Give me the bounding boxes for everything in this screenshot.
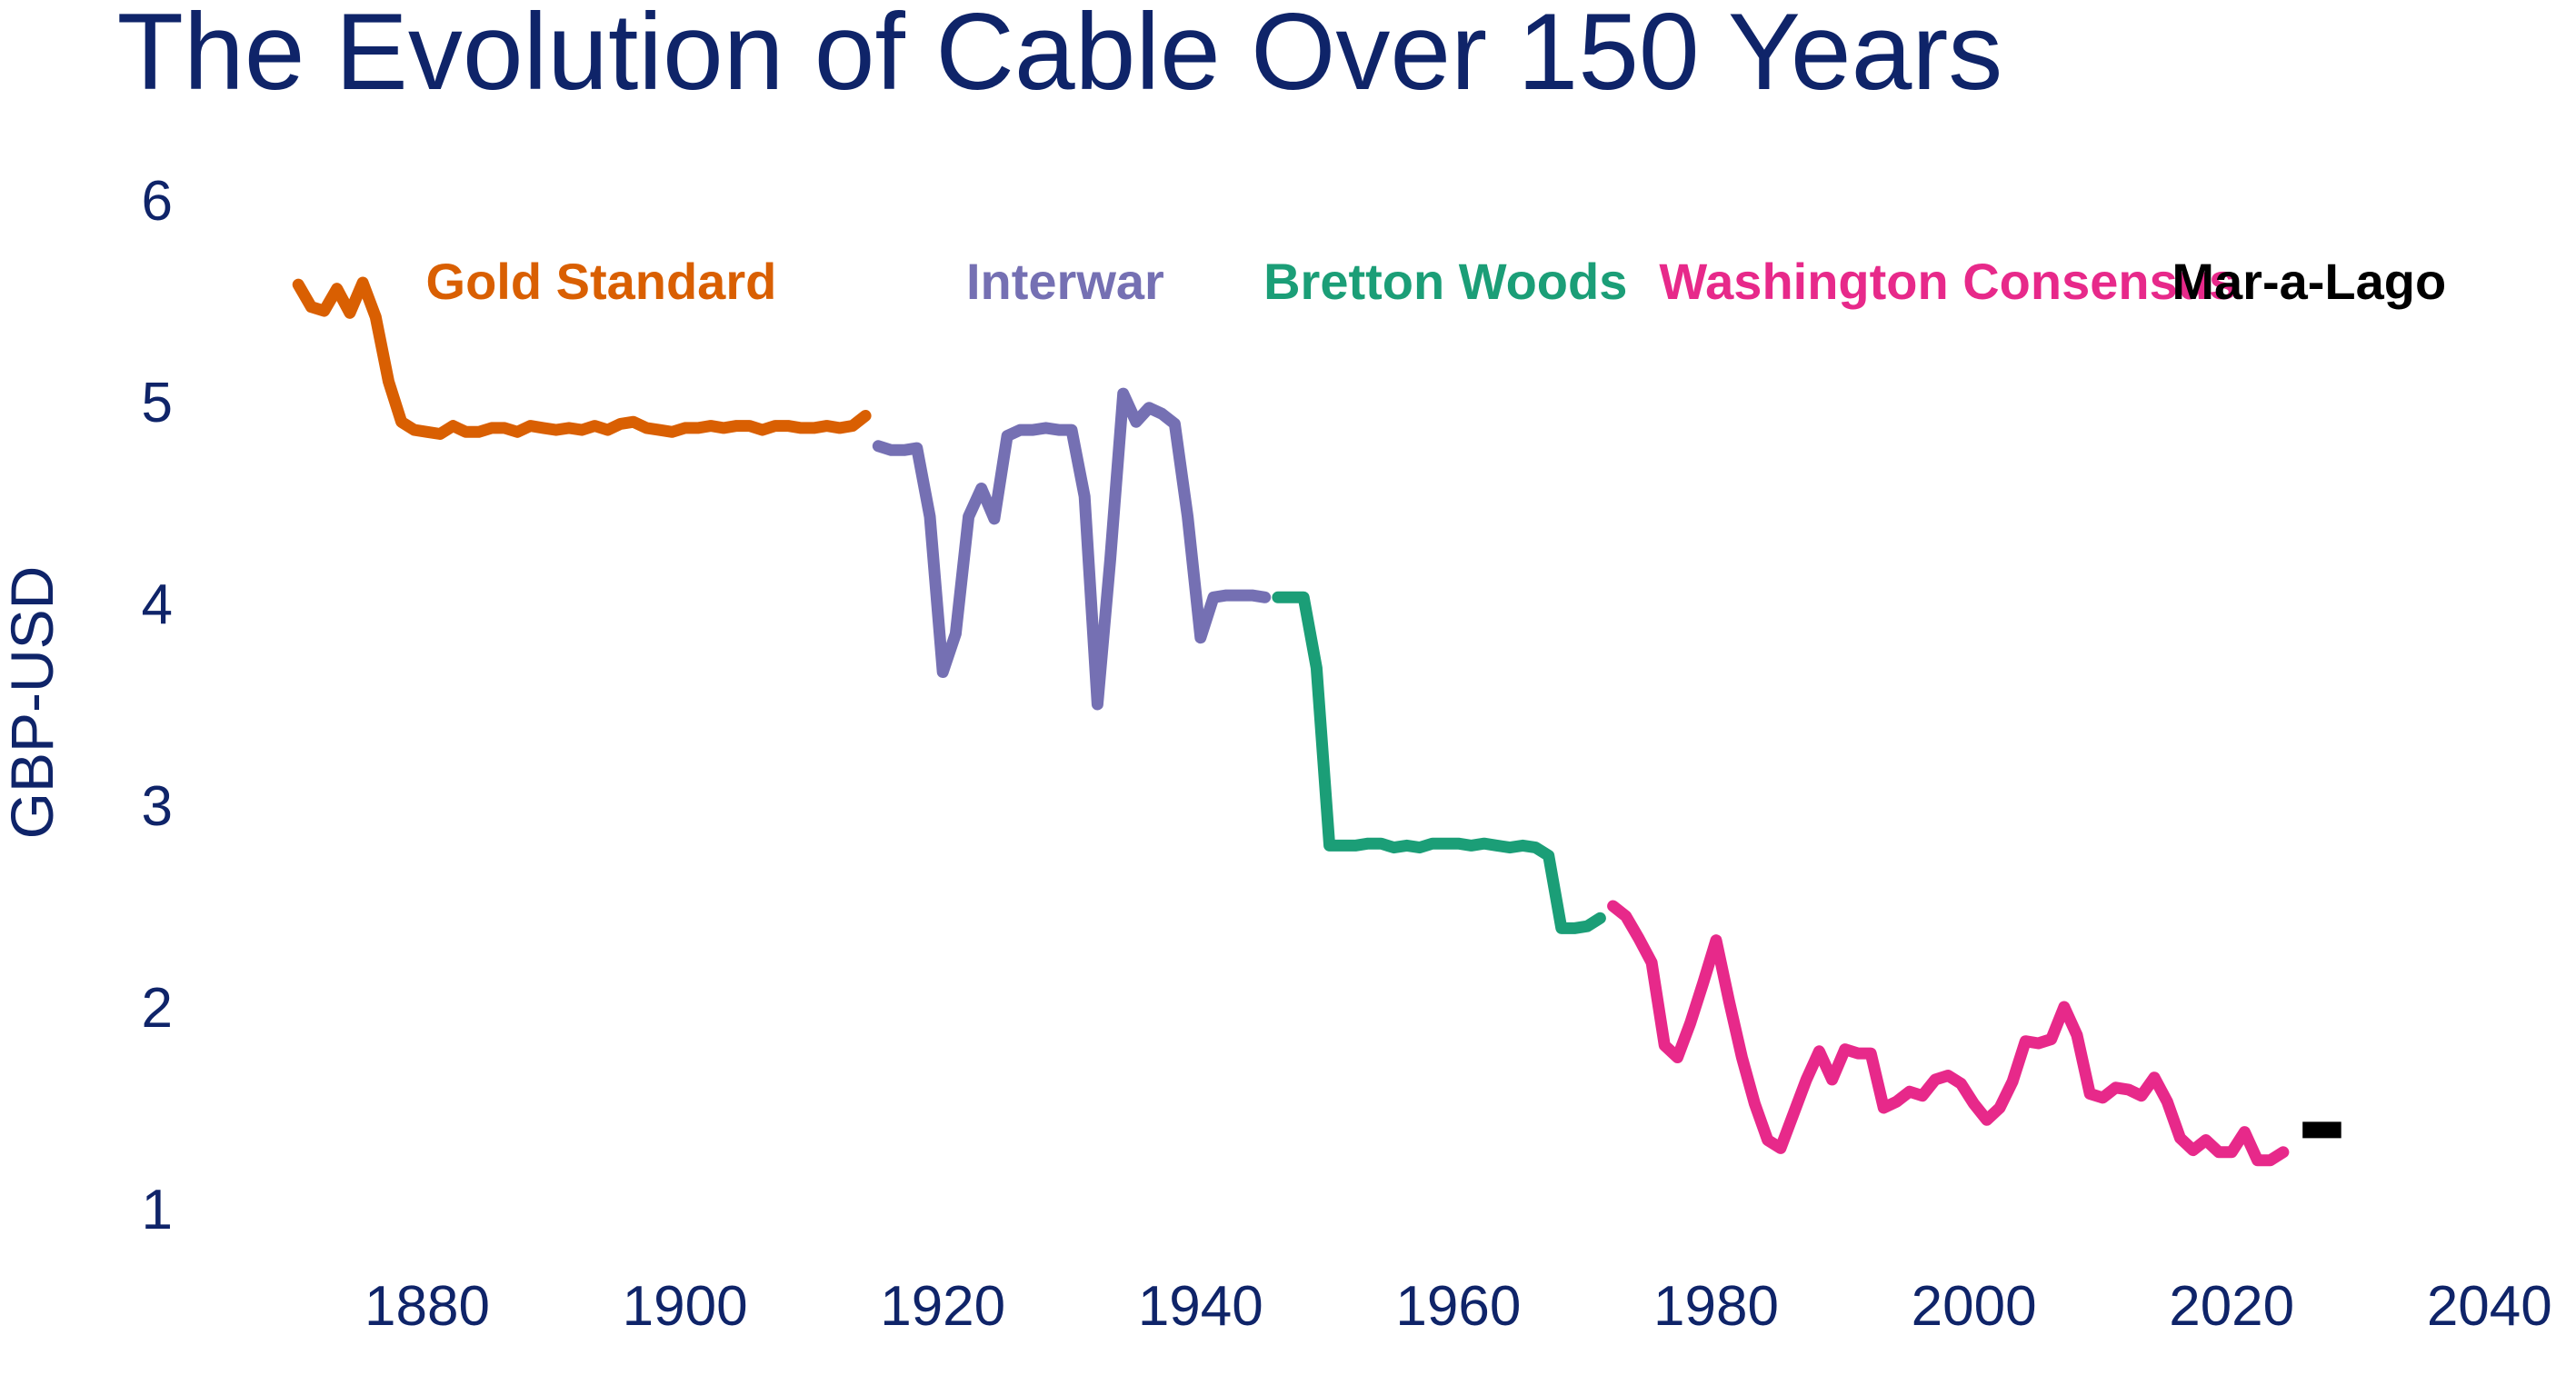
x-tick-label-1920: 1920 <box>880 1275 1005 1338</box>
y-tick-label-4: 4 <box>142 573 173 636</box>
y-tick-label-6: 6 <box>142 170 173 233</box>
era-label-washington-consensus: Washington Consensus <box>1659 253 2237 310</box>
x-tick-label-1960: 1960 <box>1395 1275 1521 1338</box>
x-tick-label-1900: 1900 <box>623 1275 748 1338</box>
series-line-interwar <box>872 387 1272 711</box>
y-tick-label-3: 3 <box>142 775 173 838</box>
x-tick-label-2040: 2040 <box>2427 1275 2552 1338</box>
y-axis-ticks: 1 2 3 4 5 6 <box>142 170 173 1241</box>
era-label-gold-standard: Gold Standard <box>426 253 777 310</box>
y-tick-label-2: 2 <box>142 977 173 1040</box>
y-tick-label-1: 1 <box>142 1179 173 1241</box>
series-line-gold-standard <box>292 276 872 440</box>
era-annotations: Gold Standard Interwar Bretton Woods Washin… <box>426 253 2447 310</box>
x-tick-label-2000: 2000 <box>1912 1275 2037 1338</box>
x-axis-ticks: 1880 1900 1920 1940 1960 1980 2000 2020 2040 <box>364 1275 2552 1338</box>
y-axis-title: GBP-USD <box>0 566 65 840</box>
era-label-bretton-woods: Bretton Woods <box>1263 253 1627 310</box>
era-label-interwar: Interwar <box>966 253 1164 310</box>
series-line-bretton-woods <box>1272 591 1606 934</box>
x-tick-label-1980: 1980 <box>1653 1275 1779 1338</box>
x-tick-label-2020: 2020 <box>2169 1275 2294 1338</box>
x-tick-label-1940: 1940 <box>1138 1275 1263 1338</box>
series-line-washington-consensus <box>1607 900 2290 1167</box>
series-lines <box>292 276 2341 1167</box>
chart-title: The Evolution of Cable Over 150 Years <box>117 0 2003 113</box>
x-tick-label-1880: 1880 <box>364 1275 490 1338</box>
y-tick-label-5: 5 <box>142 372 173 434</box>
era-label-mar-a-lago: Mar-a-Lago <box>2172 253 2446 310</box>
